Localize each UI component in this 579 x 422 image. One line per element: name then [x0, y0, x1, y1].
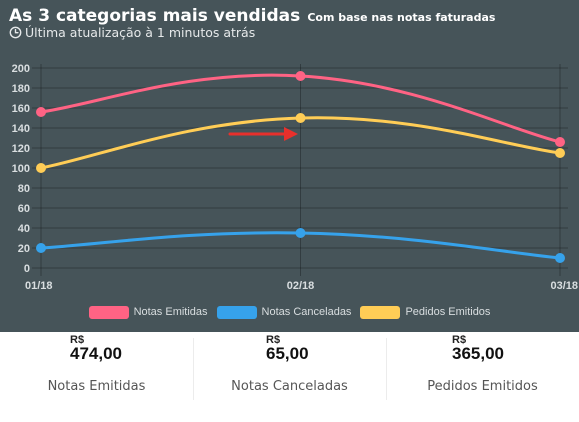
line-chart: 0 20 40 60 80 100 120 140 160 180 200 01/18 02/18 03/…: [12, 63, 578, 292]
data-point: [295, 71, 306, 81]
summary-label: Notas Canceladas: [231, 379, 348, 394]
legend-item[interactable]: Notas Canceladas: [216, 305, 352, 319]
y-tick-label: 80: [18, 183, 30, 195]
y-tick-label: 140: [12, 123, 30, 135]
data-point: [36, 107, 46, 117]
currency-label: R$: [70, 334, 85, 346]
y-tick-label: 40: [18, 223, 30, 235]
summary-notas-canceladas: R$ 65,00 Notas Canceladas: [193, 332, 386, 422]
legend-label: Notas Canceladas: [261, 306, 352, 318]
currency-label: R$: [266, 334, 281, 346]
data-point: [295, 113, 306, 123]
legend-item[interactable]: Notas Emitidas: [88, 305, 208, 319]
y-tick-label: 200: [12, 63, 30, 75]
x-tick-label: 02/18: [287, 280, 315, 292]
legend-label: Pedidos Emitidos: [405, 306, 491, 318]
data-point: [36, 163, 46, 173]
x-tick-label: 03/18: [550, 280, 578, 292]
y-tick-label: 0: [24, 263, 30, 275]
y-tick-label: 60: [18, 203, 30, 215]
summary-divider: [193, 338, 194, 400]
chart-legend: Notas Emitidas Notas Canceladas Pedidos Em…: [0, 302, 579, 322]
chart-panel: 0 20 40 60 80 100 120 140 160 180 200 01/18 02/18 03/…: [0, 0, 579, 332]
summary-label: Pedidos Emitidos: [427, 379, 538, 394]
data-point: [555, 148, 565, 158]
legend-swatch: [360, 305, 401, 319]
y-tick-label: 160: [12, 103, 30, 115]
summary-label: Notas Emitidas: [47, 379, 146, 394]
y-tick-label: 180: [12, 83, 30, 95]
chart-subtitle: Com base nas notas faturadas: [307, 11, 496, 24]
last-update-text: Última atualização à 1 minutos atrás: [25, 25, 256, 40]
last-update: Última atualização à 1 minutos atrás: [9, 25, 255, 40]
data-point: [555, 137, 565, 147]
x-tick-label: 01/18: [25, 280, 53, 292]
summary-pedidos-emitidos: R$ 365,00 Pedidos Emitidos: [386, 332, 579, 422]
legend-item[interactable]: Pedidos Emitidos: [360, 305, 491, 319]
amount-value: 365,00: [452, 344, 504, 363]
summary-divider: [386, 338, 387, 400]
arrow-right-icon: [228, 127, 298, 141]
legend-label: Notas Emitidas: [133, 306, 208, 318]
amount-value: 65,00: [266, 344, 309, 363]
currency-label: R$: [452, 334, 467, 346]
legend-swatch: [88, 305, 129, 319]
summary-notas-emitidas: R$ 474,00 Notas Emitidas: [0, 332, 193, 422]
chart-title: As 3 categorias mais vendidas: [9, 6, 301, 26]
data-point: [295, 228, 306, 238]
legend-swatch: [216, 305, 257, 319]
y-tick-label: 120: [12, 143, 30, 155]
summary-panel: R$ 474,00 Notas Emitidas R$ 65,00 Notas …: [0, 332, 579, 422]
data-point: [36, 243, 46, 253]
amount-value: 474,00: [70, 344, 122, 363]
clock-icon: [9, 26, 22, 39]
chart-title-row: As 3 categorias mais vendidas Com base n…: [9, 6, 495, 26]
y-tick-label: 100: [12, 163, 30, 175]
data-point: [555, 253, 565, 263]
y-tick-label: 20: [18, 243, 30, 255]
